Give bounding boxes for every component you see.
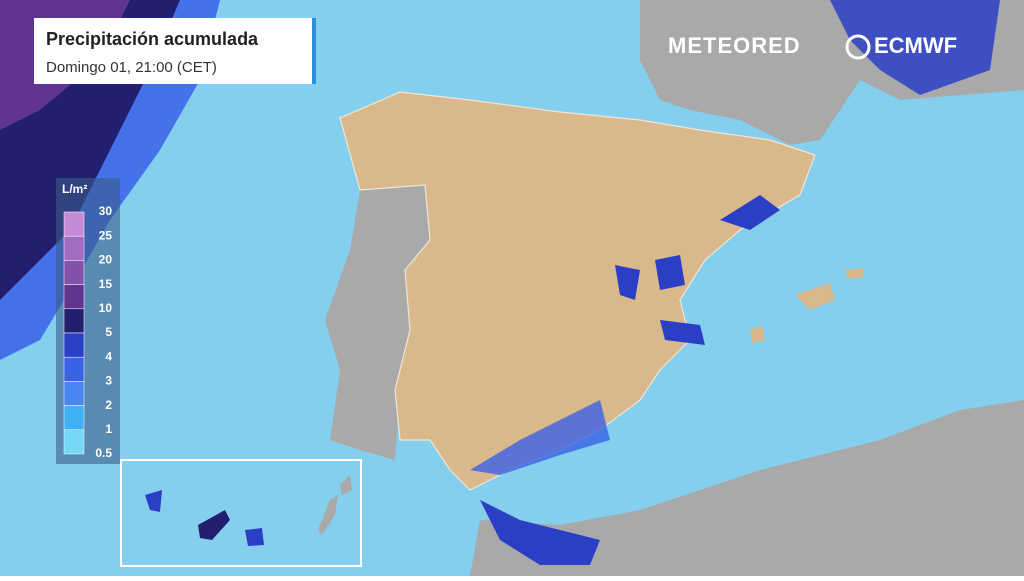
legend-swatch xyxy=(63,356,85,382)
title-box xyxy=(34,18,316,84)
legend-label: 3 xyxy=(105,374,112,388)
subtitle: Domingo 01, 21:00 (CET) xyxy=(46,59,217,76)
legend-label: 1 xyxy=(105,422,112,436)
africa xyxy=(470,400,1024,576)
rain-cell xyxy=(830,0,1000,95)
spain xyxy=(339,91,816,491)
legend-swatch xyxy=(63,284,85,310)
island xyxy=(750,326,765,343)
island xyxy=(845,268,865,278)
legend-label: 15 xyxy=(99,277,113,291)
legend-swatch xyxy=(63,260,85,285)
legend-swatch xyxy=(63,308,85,334)
legend-label: 2 xyxy=(105,398,112,412)
legend-label: 0.5 xyxy=(95,446,112,460)
model-logo-icon xyxy=(845,34,871,60)
island xyxy=(318,495,338,535)
legend-label: 30 xyxy=(99,204,113,218)
legend-swatch xyxy=(63,429,85,455)
legend-label: 4 xyxy=(105,349,112,363)
brand-logo: METEORED xyxy=(668,33,801,58)
island xyxy=(340,475,352,495)
island xyxy=(795,283,835,310)
canary-inset xyxy=(120,459,362,567)
legend-label: 25 xyxy=(99,228,113,242)
rain-cell xyxy=(655,255,685,290)
legend-label: 10 xyxy=(99,301,113,315)
rain-cell xyxy=(615,265,640,300)
rain-cell xyxy=(720,195,780,230)
legend: L/m² 30 25 20 15 10 5 4 3 2 1 0.5 xyxy=(56,178,120,464)
title: Precipitación acumulada xyxy=(46,29,259,49)
island xyxy=(245,528,264,546)
legend-swatch xyxy=(63,405,85,431)
island xyxy=(198,510,230,540)
rain-cell xyxy=(660,320,705,345)
legend-label: 5 xyxy=(105,325,112,339)
model-logo: ECMWF xyxy=(874,33,957,58)
rain-cell xyxy=(470,400,610,475)
legend-unit: L/m² xyxy=(62,182,87,196)
legend-swatch xyxy=(63,381,85,406)
legend-swatch xyxy=(63,211,85,237)
portugal xyxy=(325,185,430,460)
rain-cell xyxy=(480,500,600,565)
legend-swatch xyxy=(63,332,85,358)
island xyxy=(145,490,162,512)
title-accent xyxy=(312,18,316,84)
legend-swatch xyxy=(63,235,85,261)
legend-label: 20 xyxy=(99,253,113,267)
